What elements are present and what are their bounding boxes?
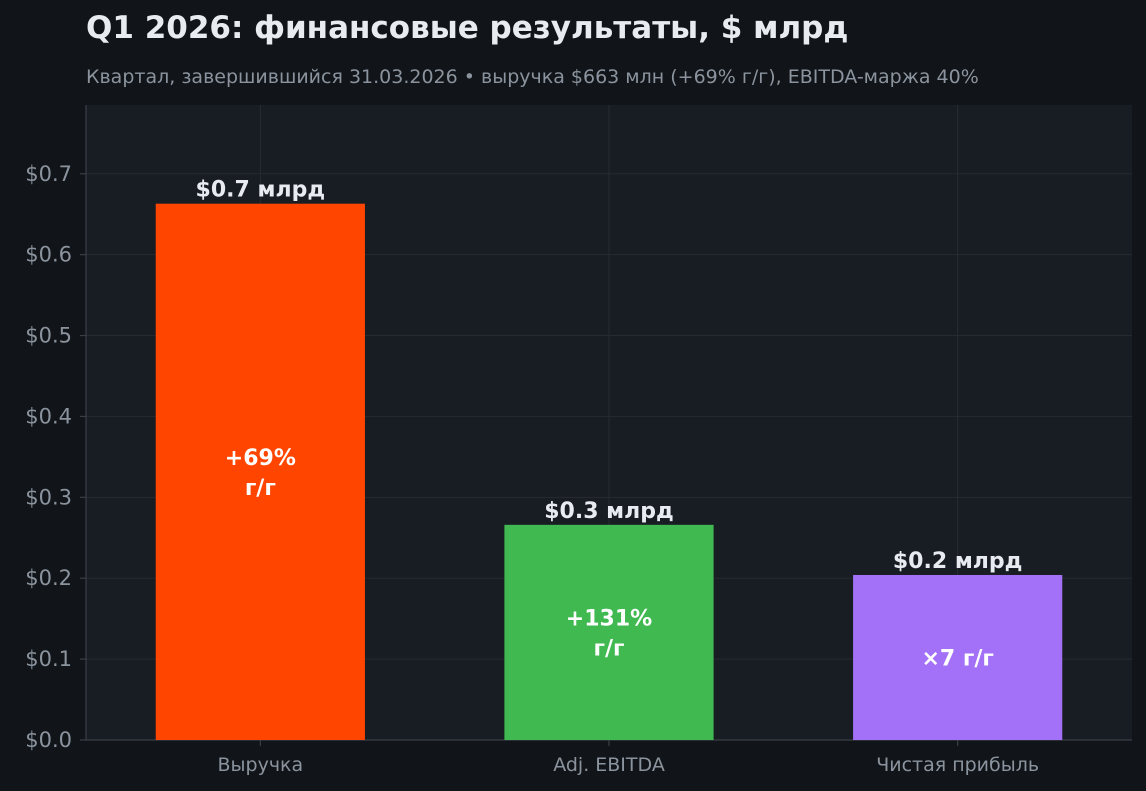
chart-title: Q1 2026: финансовые результаты, $ млрд (86, 10, 849, 46)
y-tick-label: $0.0 (25, 728, 72, 752)
x-tick-label: Чистая прибыль (876, 754, 1039, 776)
bar-inner-label: г/г (245, 476, 276, 501)
bar-2 (504, 524, 714, 740)
bar-value-label: $0.3 млрд (544, 499, 674, 524)
bar-3 (853, 574, 1063, 740)
chart-subtitle: Квартал, завершившийся 31.03.2026 • выру… (86, 66, 979, 88)
y-tick-label: $0.4 (25, 404, 72, 428)
y-tick-label: $0.3 (25, 485, 72, 509)
bar-value-label: $0.2 млрд (893, 549, 1023, 574)
bar-inner-label: +69% (225, 446, 296, 471)
y-tick-label: $0.2 (25, 566, 72, 590)
x-tick-label: Выручка (217, 754, 303, 776)
y-tick-label: $0.7 (25, 162, 72, 186)
y-tick-label: $0.5 (25, 324, 72, 348)
bar-value-label: $0.7 млрд (196, 178, 326, 203)
y-tick-label: $0.6 (25, 243, 72, 267)
x-tick-label: Adj. EBITDA (553, 754, 665, 776)
bar-1 (155, 203, 365, 741)
y-tick-label: $0.1 (25, 647, 72, 671)
bar-inner-label: +131% (566, 606, 652, 631)
bar-inner-label: г/г (593, 636, 624, 661)
bar-inner-label: ×7 г/г (921, 646, 993, 671)
